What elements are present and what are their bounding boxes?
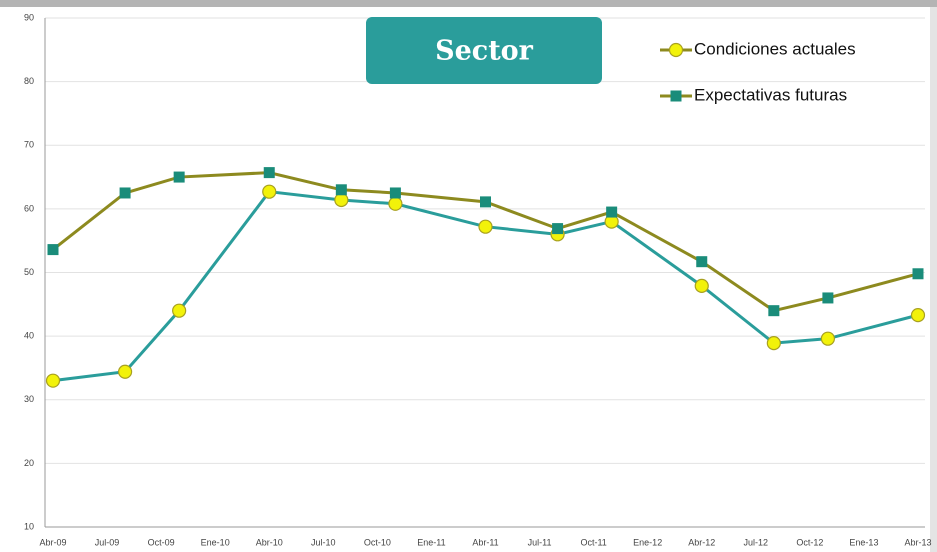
y-tick-label: 80 <box>24 76 34 86</box>
marker <box>820 331 835 346</box>
x-tick-label: Jul-12 <box>744 537 769 547</box>
marker <box>262 184 277 199</box>
x-tick-label: Ene-12 <box>633 537 662 547</box>
marker <box>822 292 834 304</box>
x-tick-label: Oct-09 <box>148 537 175 547</box>
x-tick-label: Oct-10 <box>364 537 391 547</box>
marker <box>334 192 349 208</box>
marker <box>263 167 275 179</box>
x-tick-label: Jul-09 <box>95 537 120 547</box>
x-tick-label: Abr-09 <box>39 537 66 547</box>
marker <box>47 244 59 256</box>
x-tick-label: Oct-11 <box>580 537 606 547</box>
legend: Condiciones actuales Expectativas futuras <box>660 39 856 104</box>
y-tick-label: 50 <box>24 267 34 277</box>
marker <box>172 303 187 318</box>
chart-title: Sector <box>435 36 534 67</box>
marker <box>389 187 401 199</box>
marker <box>388 196 403 211</box>
marker <box>768 305 780 317</box>
y-tick-label: 90 <box>24 12 34 22</box>
x-tick-label: Jul-11 <box>528 537 552 547</box>
x-tick-label: Abr-10 <box>256 537 283 547</box>
y-tick-label: 10 <box>24 521 34 531</box>
y-tick-label: 20 <box>24 458 34 468</box>
top-bar <box>0 0 937 7</box>
x-tick-label: Abr-11 <box>472 537 498 547</box>
y-tick-label: 70 <box>24 140 34 150</box>
marker <box>694 278 709 293</box>
x-tick-label: Ene-11 <box>417 537 445 547</box>
series-line <box>52 171 919 313</box>
y-tick-label: 40 <box>24 331 34 341</box>
x-tick-label: Abr-13 <box>904 537 931 547</box>
x-tick-label: Abr-12 <box>688 537 715 547</box>
marker <box>173 171 185 183</box>
legend-label: Expectativas futuras <box>694 85 847 104</box>
marker <box>552 223 564 235</box>
x-tick-label: Ene-13 <box>849 537 878 547</box>
x-tick-label: Ene-10 <box>201 537 230 547</box>
y-tick-label: 30 <box>24 394 34 404</box>
title-box <box>366 17 602 84</box>
marker <box>912 268 924 280</box>
plot <box>45 167 926 388</box>
marker <box>606 206 618 218</box>
legend-marker <box>670 90 682 102</box>
x-tick-label: Oct-12 <box>796 537 823 547</box>
marker <box>119 187 131 199</box>
marker <box>478 219 493 234</box>
marker <box>335 184 347 196</box>
marker <box>766 336 781 351</box>
marker <box>480 196 491 208</box>
marker <box>117 364 133 379</box>
legend-label: Condiciones actuales <box>694 39 856 58</box>
marker <box>45 373 61 388</box>
y-tick-label: 60 <box>24 203 34 213</box>
marker <box>910 308 926 323</box>
right-bar <box>930 7 937 552</box>
marker <box>696 256 708 268</box>
legend-marker <box>668 42 684 58</box>
x-tick-label: Jul-10 <box>311 537 336 547</box>
